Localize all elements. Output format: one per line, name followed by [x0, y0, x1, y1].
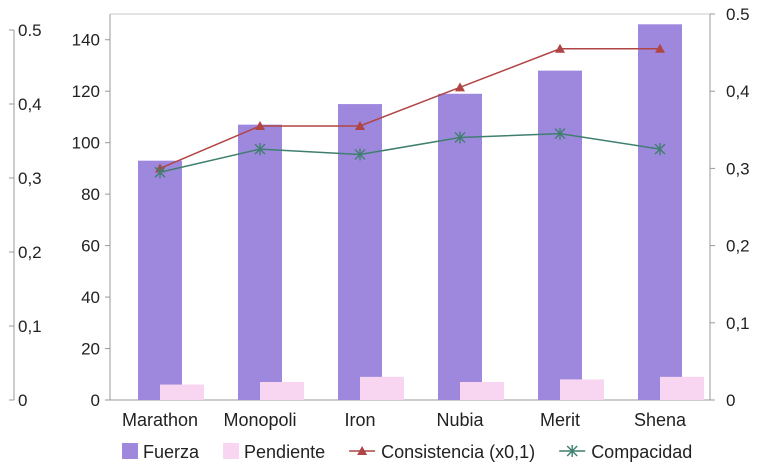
bar-pendiente [560, 379, 604, 400]
primary-tick-label: 20 [81, 340, 100, 359]
legend: Fuerza Pendiente Consistencia (x0,1) Compac… [122, 442, 692, 462]
far-left-axis: 0 0,1 0,2 0,3 0,4 0.5 [9, 21, 42, 410]
marker-x [454, 131, 466, 144]
marker-x [354, 148, 366, 161]
bar-pendiente [360, 376, 404, 400]
secondary-tick-label: 0,3 [726, 159, 750, 178]
bar-fuerza [138, 160, 182, 400]
category-label: Shena [634, 410, 687, 430]
secondary-tick-label: 0.5 [726, 5, 750, 24]
primary-tick-label: 0 [91, 391, 100, 410]
category-labels: Marathon Monopoli Iron Nubia Merit Shena [122, 410, 687, 430]
primary-axis: 0 20 40 60 80 100 120 140 [72, 31, 110, 410]
far-left-tick-label: 0,1 [18, 317, 42, 336]
category-label: Nubia [436, 410, 484, 430]
line-compacidad [159, 132, 661, 173]
legend-marker-triangle [357, 446, 368, 455]
primary-tick-label: 140 [72, 31, 100, 50]
bar-fuerza [238, 124, 282, 401]
legend-label: Compacidad [591, 442, 692, 462]
marker-x [654, 143, 666, 156]
lines [154, 43, 666, 179]
primary-tick-label: 60 [81, 237, 100, 256]
category-label: Iron [344, 410, 375, 430]
bar-pendiente [460, 381, 504, 400]
secondary-tick-label: 0,4 [726, 82, 750, 101]
primary-tick-label: 40 [81, 288, 100, 307]
category-label: Monopoli [223, 410, 296, 430]
legend-swatch [223, 443, 240, 459]
marker-x [554, 127, 566, 140]
secondary-tick-label: 0 [726, 391, 735, 410]
primary-tick-label: 100 [72, 134, 100, 153]
legend-label: Consistencia (x0,1) [381, 442, 535, 462]
marker-x [154, 166, 166, 179]
legend-swatch [122, 443, 138, 459]
marker-triangle [255, 120, 265, 130]
bar-fuerza [438, 93, 482, 401]
bar-pendiente [260, 381, 304, 400]
bars [138, 24, 704, 401]
primary-tick-label: 80 [81, 185, 100, 204]
legend-label: Pendiente [244, 442, 325, 462]
bar-fuerza [338, 104, 382, 401]
secondary-axis: 0 0,1 0,2 0,3 0,4 0.5 [710, 5, 750, 410]
marker-triangle [655, 43, 665, 53]
secondary-tick-label: 0,2 [726, 237, 750, 256]
legend-label: Fuerza [143, 442, 200, 462]
legend-marker-x [566, 445, 578, 457]
bar-pendiente [660, 376, 704, 400]
primary-tick-label: 120 [72, 82, 100, 101]
category-label: Merit [540, 410, 580, 430]
bar-pendiente [160, 384, 204, 400]
line-consistencia-x- [159, 47, 660, 170]
marker-triangle [555, 43, 565, 53]
category-label: Marathon [122, 410, 198, 430]
far-left-tick-label: 0 [18, 391, 27, 410]
far-left-tick-label: 0.5 [18, 21, 42, 40]
far-left-tick-label: 0,2 [18, 243, 42, 262]
far-left-tick-label: 0,3 [18, 169, 42, 188]
bar-fuerza [538, 70, 582, 400]
secondary-tick-label: 0,1 [726, 314, 750, 333]
marker-x [254, 143, 266, 156]
marker-triangle [355, 120, 365, 130]
bar-fuerza [638, 24, 682, 400]
marker-triangle [455, 82, 465, 92]
far-left-tick-label: 0,4 [18, 95, 42, 114]
